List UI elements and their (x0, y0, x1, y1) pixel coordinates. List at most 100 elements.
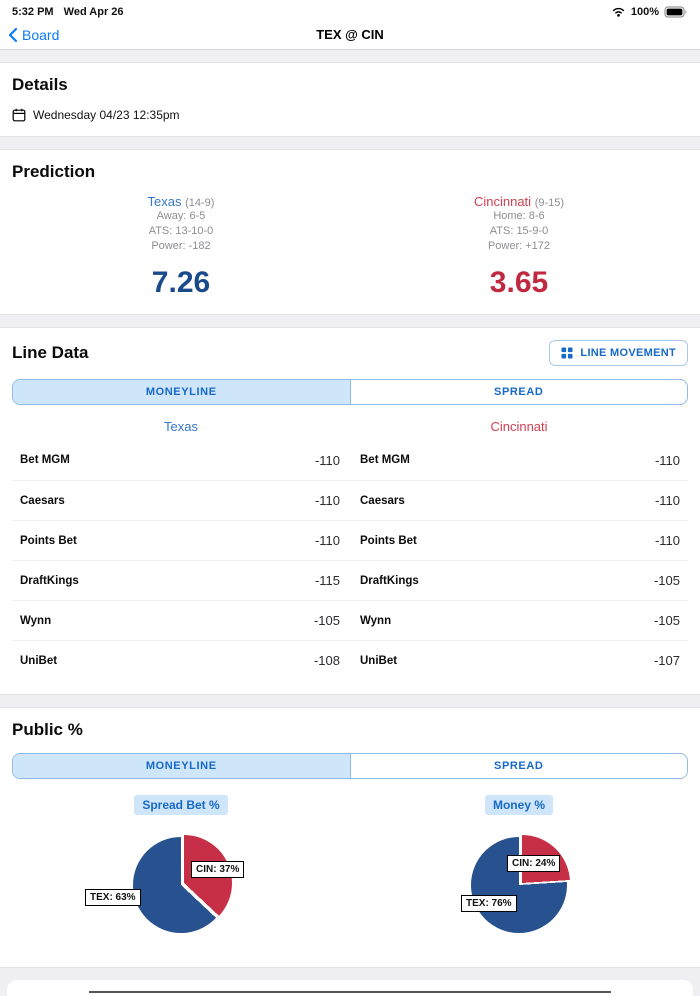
home-team-record: (9-15) (534, 197, 565, 209)
odds-value: -110 (654, 452, 680, 468)
game-datetime: Wednesday 04/23 12:35pm (33, 108, 180, 122)
chevron-left-icon (8, 27, 18, 43)
away-team-record: (14-9) (185, 197, 215, 209)
line-data-title: Line Data (12, 343, 89, 362)
status-date: Wed Apr 26 (63, 5, 124, 18)
status-time: 5:32 PM (12, 5, 54, 18)
odds-value: -107 (653, 653, 680, 668)
cin-pie-label: CIN: 24% (507, 855, 561, 872)
line-data-tab-spread[interactable]: SPREAD (349, 380, 688, 404)
pie-chart: CIN: 24% TEX: 76% (419, 827, 619, 953)
table-row: Points Bet -110 Points Bet -110 (12, 520, 688, 560)
spread-bet-chart: Spread Bet % CIN: 37% TEX: 63% (12, 795, 350, 953)
away-column-header: Texas (164, 419, 198, 434)
page-title: TEX @ CIN (316, 27, 384, 42)
away-power: Power: -182 (151, 240, 211, 252)
book-name: Points Bet (20, 534, 77, 547)
home-ats: ATS: 15-9-0 (489, 225, 549, 237)
table-row: Wynn -105 Wynn -105 (12, 600, 688, 640)
public-percent-card: Public % MONEYLINE SPREAD Spread Bet % C… (0, 707, 700, 968)
book-name: Caesars (360, 494, 405, 507)
odds-value: -108 (313, 653, 340, 668)
away-predicted-score: 7.26 (151, 266, 211, 299)
line-table-headers: Texas Cincinnati (12, 419, 688, 440)
status-bar: 5:32 PM Wed Apr 26 100% (0, 0, 700, 20)
away-side-record: Away: 6-5 (156, 210, 206, 222)
book-name: Wynn (20, 614, 52, 627)
tex-pie-label: TEX: 76% (461, 895, 517, 912)
odds-value: -110 (314, 533, 340, 548)
table-row: DraftKings -115 DraftKings -105 (12, 560, 688, 600)
table-row: Bet MGM -110 Bet MGM -110 (12, 440, 688, 480)
chart-label: Money % (484, 795, 553, 815)
details-title: Details (12, 75, 68, 94)
away-team-prediction: Texas (14-9) Away: 6-5 ATS: 13-10-0 Powe… (12, 194, 350, 300)
grid-icon (561, 347, 573, 359)
line-data-card: Line Data LINE MOVEMENT MONEYLINE SPREAD… (0, 327, 700, 695)
line-data-tab-moneyline[interactable]: MONEYLINE (13, 380, 350, 404)
battery-icon (664, 6, 688, 18)
cin-pie-slice (474, 835, 570, 931)
home-team-prediction: Cincinnati (9-15) Home: 8-6 ATS: 15-9-0 … (350, 194, 688, 300)
odds-value: -105 (653, 573, 680, 588)
prediction-card: Prediction Texas (14-9) Away: 6-5 ATS: 1… (0, 149, 700, 315)
money-chart: Money % CIN: 24% TEX: 76% (350, 795, 688, 953)
prediction-title: Prediction (12, 162, 96, 181)
away-ats: ATS: 13-10-0 (148, 225, 214, 237)
book-name: Bet MGM (360, 454, 410, 466)
odds-value: -110 (654, 493, 680, 508)
cin-pie-slice (136, 835, 232, 931)
public-charts: Spread Bet % CIN: 37% TEX: 63% Money % C… (12, 795, 688, 953)
book-name: UniBet (360, 654, 398, 667)
partial-divider (89, 991, 611, 993)
battery-percent: 100% (630, 5, 659, 18)
home-side-record: Home: 8-6 (493, 210, 545, 222)
book-name: Bet MGM (20, 454, 70, 466)
book-name: DraftKings (20, 574, 79, 587)
public-tab-spread[interactable]: SPREAD (349, 754, 688, 778)
partial-next-card (7, 980, 693, 996)
odds-value: -110 (314, 493, 340, 508)
details-card: Details Wednesday 04/23 12:35pm (0, 62, 700, 137)
home-column-header: Cincinnati (490, 419, 548, 434)
book-name: Points Bet (360, 534, 417, 547)
book-name: DraftKings (360, 574, 419, 587)
nav-bar: TEX @ CIN Board (0, 20, 700, 50)
book-name: Caesars (20, 494, 65, 507)
home-predicted-score: 3.65 (489, 266, 549, 299)
public-segmented: MONEYLINE SPREAD (12, 753, 688, 779)
public-tab-moneyline[interactable]: MONEYLINE (13, 754, 350, 778)
line-movement-label: LINE MOVEMENT (580, 347, 676, 359)
line-data-segmented: MONEYLINE SPREAD (12, 379, 688, 405)
home-power: Power: +172 (487, 240, 551, 252)
away-team-line: Texas (14-9) (12, 194, 350, 209)
line-table: Bet MGM -110 Bet MGM -110 Caesars -110 Caes… (12, 440, 688, 680)
wifi-icon (611, 6, 626, 17)
home-team-name: Cincinnati (473, 194, 532, 209)
away-team-name: Texas (147, 194, 182, 209)
table-row: Caesars -110 Caesars -110 (12, 480, 688, 520)
odds-value: -110 (314, 452, 340, 468)
line-data-header: Line Data LINE MOVEMENT (12, 340, 688, 366)
public-percent-title: Public % (12, 720, 83, 739)
pie-chart: CIN: 37% TEX: 63% (81, 827, 281, 953)
calendar-icon (12, 108, 26, 122)
line-movement-button[interactable]: LINE MOVEMENT (549, 340, 688, 366)
odds-value: -105 (313, 613, 340, 628)
status-left: 5:32 PM Wed Apr 26 (12, 6, 124, 18)
book-name: Wynn (360, 614, 392, 627)
cin-pie-label: CIN: 37% (191, 861, 245, 878)
odds-value: -115 (314, 573, 340, 588)
back-label: Board (22, 26, 60, 43)
back-button[interactable]: Board (0, 27, 59, 43)
odds-value: -105 (653, 613, 680, 628)
status-right: 100% (611, 6, 688, 18)
game-datetime-row: Wednesday 04/23 12:35pm (12, 108, 688, 122)
odds-value: -110 (654, 533, 680, 548)
home-team-line: Cincinnati (9-15) (350, 194, 688, 209)
book-name: UniBet (20, 654, 58, 667)
chart-label: Spread Bet % (134, 795, 228, 815)
prediction-grid: Texas (14-9) Away: 6-5 ATS: 13-10-0 Powe… (12, 194, 688, 300)
table-row: UniBet -108 UniBet -107 (12, 640, 688, 680)
tex-pie-label: TEX: 63% (85, 889, 141, 906)
